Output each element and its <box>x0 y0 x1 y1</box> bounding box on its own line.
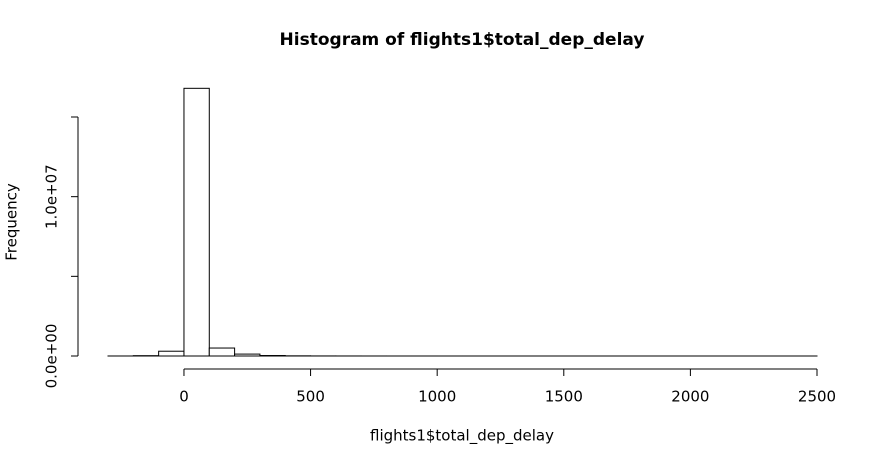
y-axis-label: Frequency <box>3 183 21 261</box>
bar <box>183 87 210 357</box>
x-tick-label: 2000 <box>671 388 709 406</box>
x-tick-label: 1500 <box>545 388 583 406</box>
x-tick-label: 1000 <box>418 388 456 406</box>
bar <box>158 350 185 357</box>
x-tick-label: 500 <box>296 388 325 406</box>
x-tick-label: 2500 <box>798 388 836 406</box>
y-tick-label: 1.0e+07 <box>43 164 61 229</box>
x-tick-label: 0 <box>179 388 189 406</box>
bar <box>208 347 236 357</box>
x-axis-label: flights1$total_dep_delay <box>370 427 554 446</box>
bar <box>234 353 261 357</box>
y-tick-label: 0.0e+00 <box>43 324 61 389</box>
chart-title: Histogram of flights1$total_dep_delay <box>280 30 645 50</box>
